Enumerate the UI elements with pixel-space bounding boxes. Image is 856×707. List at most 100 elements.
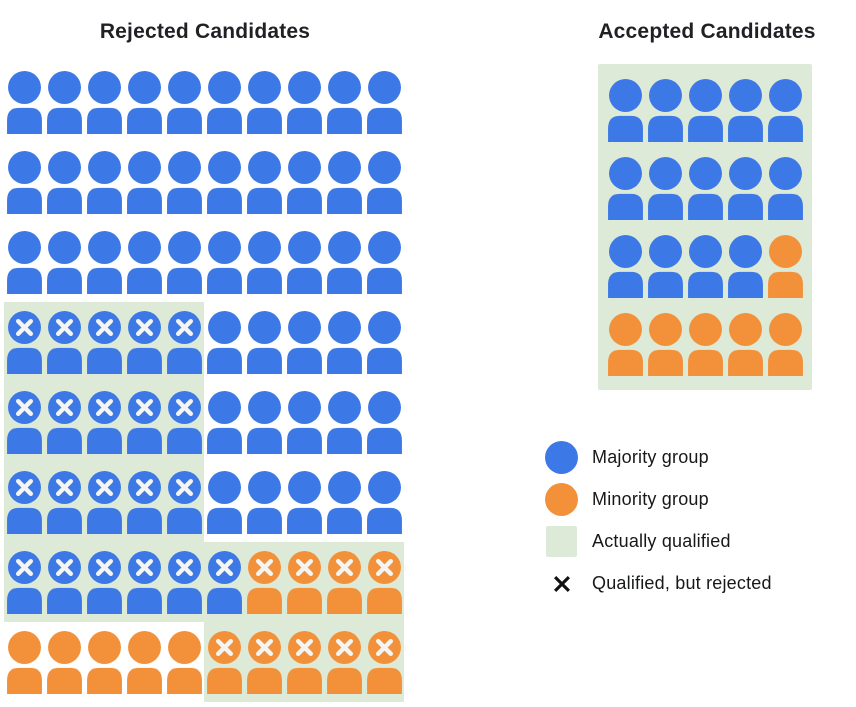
majority-person (84, 222, 124, 302)
majority-person (324, 462, 364, 542)
person-icon (687, 312, 723, 376)
majority-person-qualified-rejected (4, 542, 44, 622)
majority-person (605, 149, 645, 227)
majority-person (765, 149, 805, 227)
minority-person-qualified-rejected (284, 622, 324, 702)
majority-person (124, 62, 164, 142)
person-icon (326, 310, 362, 374)
majority-person (364, 222, 404, 302)
person-icon (767, 312, 803, 376)
person-icon (126, 390, 162, 454)
majority-person-qualified-rejected (44, 542, 84, 622)
person-icon (246, 550, 282, 614)
majority-person (44, 62, 84, 142)
majority-person-qualified-rejected (164, 462, 204, 542)
majority-person (324, 222, 364, 302)
legend: Majority group Minority group Actually q… (545, 441, 772, 600)
person-icon (286, 550, 322, 614)
legend-item-minority-group: Minority group (545, 483, 772, 516)
majority-person (244, 222, 284, 302)
person-icon (166, 150, 202, 214)
majority-person (364, 62, 404, 142)
majority-person (204, 62, 244, 142)
person-icon (166, 230, 202, 294)
person-icon (767, 78, 803, 142)
majority-person-qualified-rejected (124, 542, 164, 622)
person-icon (607, 156, 643, 220)
majority-person (204, 462, 244, 542)
majority-person (685, 227, 725, 305)
person-icon (86, 310, 122, 374)
person-icon (326, 150, 362, 214)
person-icon (166, 390, 202, 454)
person-icon (46, 70, 82, 134)
majority-person-qualified-rejected (44, 382, 84, 462)
majority-person-qualified-rejected (84, 382, 124, 462)
person-icon (126, 70, 162, 134)
legend-item-majority-group: Majority group (545, 441, 772, 474)
majority-person (364, 302, 404, 382)
person-icon (366, 550, 402, 614)
person-icon (326, 70, 362, 134)
majority-person-qualified-rejected (4, 462, 44, 542)
majority-person (324, 142, 364, 222)
majority-person (645, 227, 685, 305)
person-icon (126, 230, 162, 294)
majority-person (164, 62, 204, 142)
majority-person (725, 149, 765, 227)
person-icon (246, 470, 282, 534)
accepted-candidates-title: Accepted Candidates (598, 20, 816, 43)
majority-person (204, 142, 244, 222)
majority-person-qualified-rejected (124, 462, 164, 542)
majority-person (204, 302, 244, 382)
majority-person (164, 142, 204, 222)
minority-person-qualified-rejected (284, 542, 324, 622)
person-icon (6, 550, 42, 614)
person-icon (326, 630, 362, 694)
person-icon (166, 630, 202, 694)
person-icon (206, 630, 242, 694)
person-icon (206, 230, 242, 294)
person-icon (46, 150, 82, 214)
person-icon (326, 390, 362, 454)
majority-person (4, 142, 44, 222)
majority-person (324, 302, 364, 382)
person-icon (366, 310, 402, 374)
person-icon (687, 78, 723, 142)
person-icon (326, 550, 362, 614)
majority-person-qualified-rejected (44, 462, 84, 542)
majority-person-qualified-rejected (124, 382, 164, 462)
accepted-candidates-grid (598, 64, 812, 390)
minority-person-qualified-rejected (324, 542, 364, 622)
person-icon (206, 470, 242, 534)
majority-person (324, 382, 364, 462)
person-icon (246, 150, 282, 214)
person-icon (366, 470, 402, 534)
majority-person (244, 462, 284, 542)
minority-person (84, 622, 124, 702)
majority-person-qualified-rejected (204, 542, 244, 622)
person-icon (6, 630, 42, 694)
majority-person (124, 222, 164, 302)
person-icon (286, 150, 322, 214)
majority-person (645, 149, 685, 227)
x-mark-icon (545, 567, 578, 600)
majority-person (364, 462, 404, 542)
majority-person (645, 71, 685, 149)
person-icon (126, 310, 162, 374)
person-icon (46, 550, 82, 614)
person-icon (86, 230, 122, 294)
person-icon (727, 234, 763, 298)
person-icon (246, 630, 282, 694)
majority-person (244, 142, 284, 222)
majority-person-qualified-rejected (124, 302, 164, 382)
person-icon (607, 234, 643, 298)
minority-person (685, 305, 725, 383)
person-icon (166, 70, 202, 134)
minority-person (4, 622, 44, 702)
minority-person (124, 622, 164, 702)
person-icon (727, 78, 763, 142)
actually-qualified-color-swatch (546, 526, 577, 557)
legend-label-qualified-but-rejected: Qualified, but rejected (592, 573, 772, 593)
